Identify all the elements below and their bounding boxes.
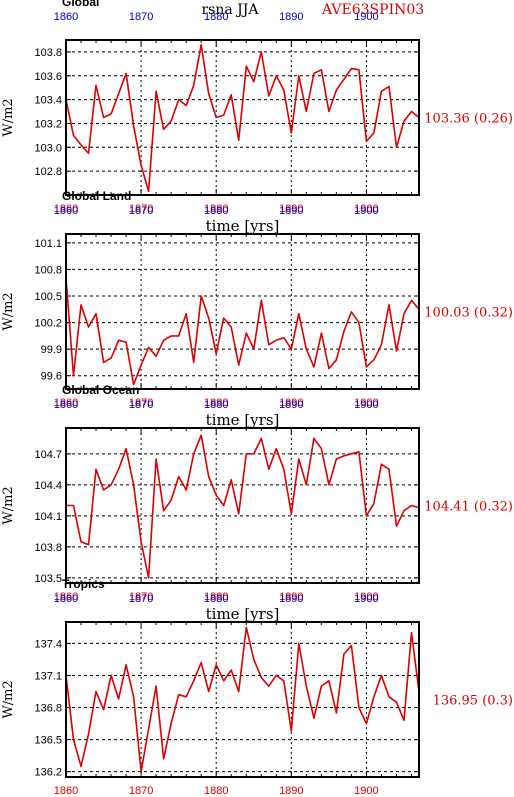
chart-panel-1: Global 1860 1870 1880 1890 1900 103.8 103.6 103.…	[1, 0, 513, 235]
top-tick-label: 1880	[204, 205, 228, 217]
top-tick-label: 1880	[204, 399, 228, 411]
bottom-tick-label: 1860	[54, 397, 78, 409]
y-axis-label: W/m2	[1, 486, 16, 524]
bottom-tick-label: 1870	[129, 203, 153, 215]
y-tick-label: 100.2	[34, 318, 62, 330]
y-tick-label: 103.4	[34, 95, 62, 107]
series-line	[66, 434, 420, 579]
top-tick-label: 1900	[354, 593, 378, 605]
top-tick-label: 1860	[54, 399, 78, 411]
y-tick-label: 104.1	[34, 511, 62, 523]
stats-annotation: 103.36 (0.26)	[424, 112, 513, 127]
top-tick-label: 1890	[279, 399, 303, 411]
bottom-tick-label: 1880	[204, 785, 228, 797]
y-tick-label: 137.1	[34, 670, 62, 682]
bottom-tick-label: 1890	[279, 591, 303, 603]
top-tick-label: 1870	[129, 593, 153, 605]
bottom-tick-label: 1890	[279, 203, 303, 215]
top-tick-label: 1860	[54, 593, 78, 605]
y-tick-label: 136.2	[34, 767, 62, 779]
top-tick-label: 1900	[354, 11, 378, 23]
y-tick-label: 103.5	[34, 573, 62, 585]
bottom-tick-label: 1860	[54, 203, 78, 215]
y-tick-label: 99.9	[41, 344, 62, 356]
y-axis-label: W/m2	[1, 292, 16, 330]
plot-frame	[65, 427, 420, 584]
y-tick-label: 137.4	[34, 638, 62, 650]
y-axis-label: W/m2	[1, 680, 16, 718]
bottom-tick-label: 1860	[54, 591, 78, 603]
stats-annotation: 104.41 (0.32)	[424, 500, 513, 515]
y-tick-label: 103.6	[34, 71, 62, 83]
y-tick-label: 104.4	[34, 480, 62, 492]
bottom-tick-label: 1880	[204, 591, 228, 603]
y-tick-label: 99.6	[41, 371, 62, 383]
bottom-tick-label: 1870	[129, 591, 153, 603]
plot-frame	[65, 39, 420, 196]
chart-title: Tropics	[62, 577, 105, 591]
x-axis-label: time [yrs]	[206, 411, 280, 429]
top-tick-label: 1870	[129, 399, 153, 411]
y-tick-label: 101.1	[34, 238, 62, 250]
y-tick-label: 136.5	[34, 735, 62, 747]
bottom-tick-label: 1880	[204, 397, 228, 409]
chart-panel-4: Tropics 1860 1870 1880 1890 1900 137.4 137.1 136…	[1, 577, 513, 797]
y-tick-label: 103.8	[34, 47, 62, 59]
chart-title: Global	[62, 0, 99, 9]
series-line	[65, 278, 420, 386]
top-tick-label: 1900	[354, 205, 378, 217]
x-axis-label: time [yrs]	[206, 217, 280, 235]
y-tick-label: 103.8	[34, 542, 62, 554]
bottom-tick-label: 1900	[354, 203, 378, 215]
top-tick-label: 1890	[279, 593, 303, 605]
bottom-tick-label: 1860	[54, 785, 78, 797]
top-tick-label: 1860	[54, 205, 78, 217]
stats-annotation: 100.03 (0.32)	[424, 306, 513, 321]
bottom-tick-label: 1870	[129, 785, 153, 797]
figure-title: rsna JJA	[201, 2, 259, 18]
run-name: AVE63SPIN03	[321, 2, 424, 18]
plot-frame	[65, 233, 420, 390]
y-tick-label: 102.8	[34, 166, 62, 178]
series-line	[65, 626, 420, 773]
y-tick-label: 104.7	[34, 449, 62, 461]
top-tick-label: 1860	[54, 11, 78, 23]
y-tick-label: 103.2	[34, 118, 62, 130]
stats-annotation: 136.95 (0.3)	[433, 694, 513, 709]
y-tick-label: 100.8	[34, 264, 62, 276]
bottom-tick-label: 1900	[354, 591, 378, 603]
y-tick-label: 136.8	[34, 703, 62, 715]
top-tick-label: 1870	[129, 11, 153, 23]
top-tick-label: 1900	[354, 399, 378, 411]
plot-frame	[65, 621, 420, 778]
y-axis-label: W/m2	[1, 98, 16, 136]
top-tick-label: 1880	[204, 11, 228, 23]
bottom-tick-label: 1890	[279, 397, 303, 409]
bottom-tick-label: 1870	[129, 397, 153, 409]
y-tick-label: 103.0	[34, 142, 62, 154]
x-axis-label: time [yrs]	[206, 605, 280, 623]
bottom-tick-label: 1880	[204, 203, 228, 215]
bottom-tick-label: 1900	[354, 785, 378, 797]
top-tick-label: 1870	[129, 205, 153, 217]
chart-title: Global Land	[62, 189, 131, 203]
bottom-tick-label: 1890	[279, 785, 303, 797]
y-tick-label: 100.5	[34, 291, 62, 303]
top-tick-label: 1890	[279, 205, 303, 217]
top-tick-label: 1880	[204, 593, 228, 605]
chart-title: Global Ocean	[62, 383, 139, 397]
series-line	[65, 44, 420, 193]
top-tick-label: 1890	[279, 11, 303, 23]
bottom-tick-label: 1900	[354, 397, 378, 409]
